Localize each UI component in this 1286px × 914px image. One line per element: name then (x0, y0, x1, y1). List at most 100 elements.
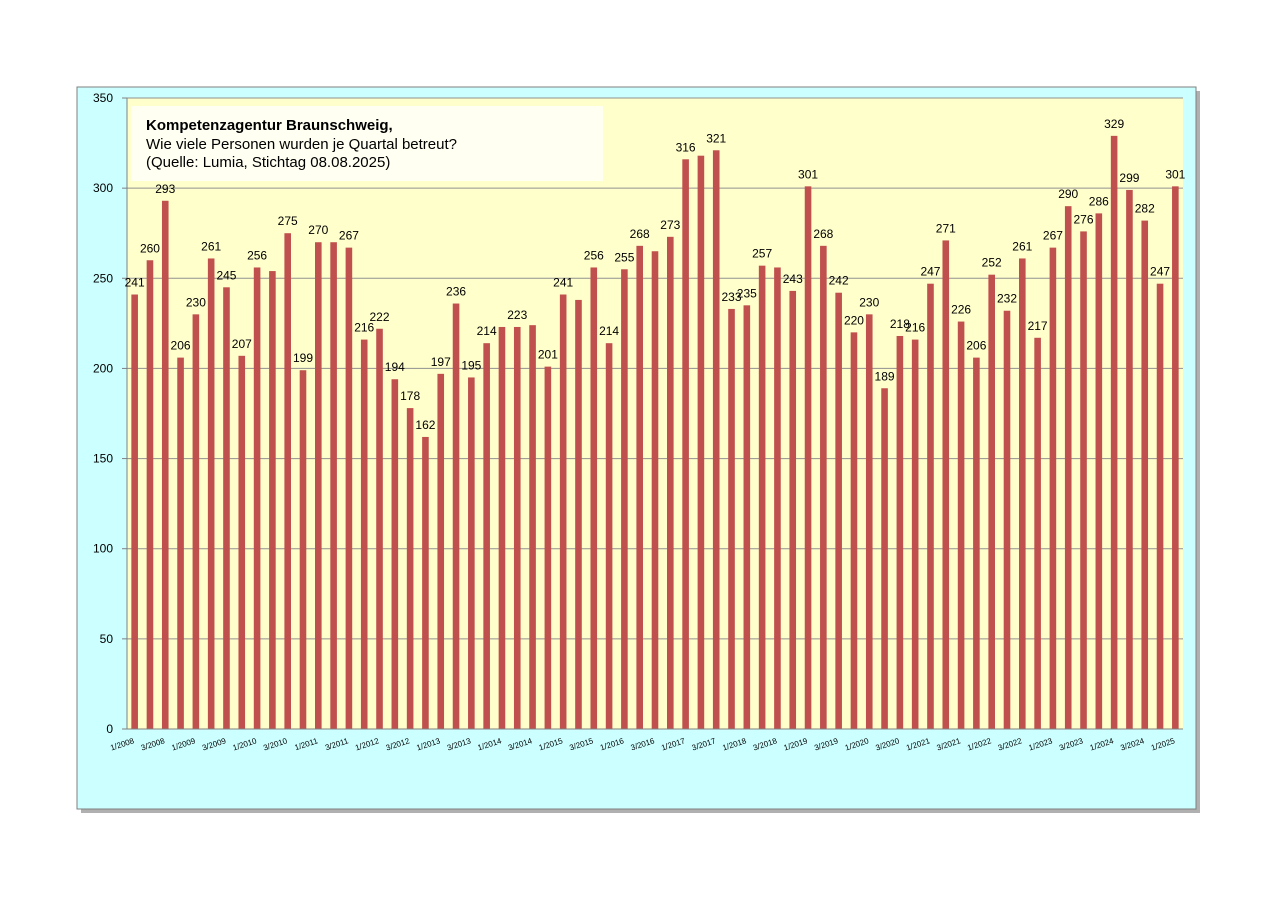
bar (712, 150, 720, 730)
value-label: 268 (813, 227, 833, 241)
bar (483, 343, 490, 729)
value-label: 223 (507, 308, 527, 322)
bar (146, 260, 154, 729)
bar (973, 357, 980, 729)
value-label: 301 (798, 167, 818, 181)
bar (728, 308, 735, 729)
value-label: 282 (1135, 202, 1155, 216)
y-tick-label: 200 (93, 361, 113, 375)
bar (422, 436, 429, 729)
value-label: 286 (1089, 194, 1109, 208)
bar (621, 269, 628, 729)
value-label: 216 (354, 321, 374, 335)
bar (223, 287, 230, 729)
y-tick-label: 350 (93, 91, 113, 105)
bar (881, 388, 888, 729)
value-label: 233 (722, 290, 742, 304)
bar (1064, 206, 1072, 729)
bar (345, 247, 353, 729)
bar (284, 233, 291, 729)
bar (911, 339, 919, 729)
bar (957, 321, 965, 729)
bar (1049, 247, 1057, 729)
value-label: 178 (400, 389, 420, 403)
bar (942, 240, 950, 729)
value-label: 220 (844, 313, 864, 327)
value-label: 235 (737, 286, 757, 300)
value-label: 241 (125, 276, 145, 290)
value-label: 236 (446, 285, 466, 299)
bar (1003, 310, 1011, 729)
value-label: 252 (982, 256, 1002, 270)
bar (636, 245, 643, 729)
value-label: 273 (660, 218, 680, 232)
value-label: 256 (584, 248, 604, 262)
bar (758, 265, 766, 729)
value-label: 243 (783, 272, 803, 286)
bar (253, 267, 261, 729)
y-tick-label: 50 (100, 632, 114, 646)
bar (865, 314, 873, 729)
bar (697, 155, 705, 730)
bar (437, 373, 445, 729)
value-label: 245 (216, 268, 236, 282)
value-label: 257 (752, 247, 772, 261)
value-label: 271 (936, 221, 956, 235)
value-label: 230 (859, 295, 879, 309)
bar (651, 251, 659, 729)
y-tick-label: 0 (106, 722, 113, 736)
bar (789, 290, 797, 729)
value-label: 247 (1150, 265, 1170, 279)
value-label: 329 (1104, 117, 1124, 131)
title-box (131, 106, 603, 181)
value-label: 241 (553, 276, 573, 290)
value-label: 194 (385, 360, 405, 374)
bar (161, 200, 169, 729)
bar (207, 258, 215, 729)
bar (498, 326, 506, 729)
bar (850, 332, 858, 729)
bar (391, 379, 399, 729)
bar (605, 343, 613, 729)
value-label: 162 (415, 418, 435, 432)
value-label: 267 (1043, 229, 1063, 243)
value-label: 270 (308, 223, 328, 237)
bar (376, 328, 383, 729)
bar (452, 303, 460, 729)
bar (1019, 258, 1026, 729)
bar (192, 314, 200, 729)
bar (1095, 213, 1103, 729)
y-tick-label: 150 (93, 452, 113, 466)
value-label: 195 (461, 358, 481, 372)
value-label: 256 (247, 248, 267, 262)
value-label: 216 (905, 321, 925, 335)
bar (544, 366, 552, 729)
bar (590, 267, 598, 729)
bar (238, 355, 246, 729)
value-label: 261 (1012, 239, 1032, 253)
value-label: 206 (171, 339, 191, 353)
bar (468, 377, 475, 729)
bar (177, 357, 184, 729)
value-label: 247 (920, 265, 940, 279)
value-label: 267 (339, 229, 359, 243)
bar (406, 408, 414, 729)
value-label: 301 (1165, 167, 1185, 181)
value-label: 218 (890, 317, 910, 331)
value-label: 207 (232, 337, 252, 351)
bar (330, 242, 337, 729)
value-label: 299 (1119, 171, 1139, 185)
value-label: 222 (370, 310, 390, 324)
y-tick-label: 250 (93, 271, 113, 285)
bar (513, 326, 521, 729)
value-label: 276 (1074, 212, 1094, 226)
bar (559, 294, 567, 729)
bar (774, 267, 781, 729)
value-label: 197 (431, 355, 451, 369)
value-label: 260 (140, 241, 160, 255)
chart-subtitle: (Quelle: Lumia, Stichtag 08.08.2025) (146, 154, 390, 171)
chart-subtitle: Wie viele Personen wurden je Quartal bet… (146, 136, 457, 153)
y-tick-label: 300 (93, 181, 113, 195)
value-label: 206 (966, 339, 986, 353)
